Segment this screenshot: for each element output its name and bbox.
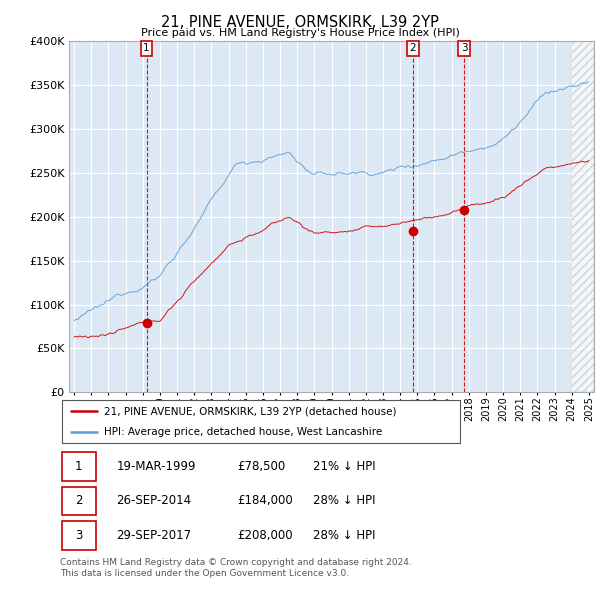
Text: 2: 2 xyxy=(75,494,83,507)
Text: 3: 3 xyxy=(75,529,83,542)
Text: 1: 1 xyxy=(143,43,150,53)
Text: Contains HM Land Registry data © Crown copyright and database right 2024.
This d: Contains HM Land Registry data © Crown c… xyxy=(60,558,412,578)
Text: 2: 2 xyxy=(410,43,416,53)
FancyBboxPatch shape xyxy=(62,521,96,549)
Polygon shape xyxy=(572,41,594,392)
Text: 21, PINE AVENUE, ORMSKIRK, L39 2YP (detached house): 21, PINE AVENUE, ORMSKIRK, L39 2YP (deta… xyxy=(104,407,397,417)
Text: 1: 1 xyxy=(75,460,83,473)
Text: 21% ↓ HPI: 21% ↓ HPI xyxy=(313,460,376,473)
Text: £78,500: £78,500 xyxy=(237,460,285,473)
FancyBboxPatch shape xyxy=(62,453,96,481)
Text: £184,000: £184,000 xyxy=(237,494,293,507)
Text: 28% ↓ HPI: 28% ↓ HPI xyxy=(313,529,376,542)
Text: 26-SEP-2014: 26-SEP-2014 xyxy=(116,494,191,507)
FancyBboxPatch shape xyxy=(62,400,460,442)
Text: 21, PINE AVENUE, ORMSKIRK, L39 2YP: 21, PINE AVENUE, ORMSKIRK, L39 2YP xyxy=(161,15,439,30)
Text: Price paid vs. HM Land Registry's House Price Index (HPI): Price paid vs. HM Land Registry's House … xyxy=(140,28,460,38)
Text: 3: 3 xyxy=(461,43,467,53)
FancyBboxPatch shape xyxy=(62,487,96,515)
Text: 29-SEP-2017: 29-SEP-2017 xyxy=(116,529,191,542)
Text: 28% ↓ HPI: 28% ↓ HPI xyxy=(313,494,376,507)
Text: £208,000: £208,000 xyxy=(237,529,293,542)
Text: HPI: Average price, detached house, West Lancashire: HPI: Average price, detached house, West… xyxy=(104,427,382,437)
Text: 19-MAR-1999: 19-MAR-1999 xyxy=(116,460,196,473)
